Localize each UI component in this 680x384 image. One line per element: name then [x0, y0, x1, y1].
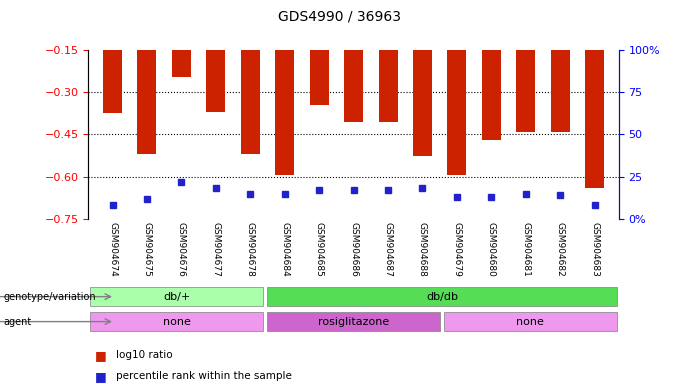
Bar [482, 8, 501, 140]
Bar [344, 8, 363, 122]
Bar [447, 8, 466, 175]
Text: GSM904677: GSM904677 [211, 222, 220, 277]
Bar [267, 287, 617, 306]
Bar [275, 8, 294, 175]
Text: GSM904682: GSM904682 [556, 222, 565, 277]
Bar [90, 312, 263, 331]
Text: GSM904685: GSM904685 [315, 222, 324, 277]
Text: db/+: db/+ [163, 291, 190, 302]
Bar [206, 8, 225, 112]
Text: ■: ■ [95, 370, 107, 383]
Bar [90, 287, 263, 306]
Text: genotype/variation: genotype/variation [3, 291, 96, 302]
Bar [413, 8, 432, 156]
Text: GSM904675: GSM904675 [142, 222, 152, 277]
Bar [444, 312, 617, 331]
Text: GSM904680: GSM904680 [487, 222, 496, 277]
Text: log10 ratio: log10 ratio [116, 350, 172, 360]
Text: GSM904678: GSM904678 [245, 222, 255, 277]
Text: GSM904674: GSM904674 [108, 222, 117, 277]
Bar [585, 8, 604, 188]
Bar [551, 8, 570, 132]
Text: none: none [517, 316, 544, 327]
Text: GSM904688: GSM904688 [418, 222, 427, 277]
Text: GSM904681: GSM904681 [522, 222, 530, 277]
Text: GSM904687: GSM904687 [384, 222, 392, 277]
Bar [241, 8, 260, 154]
Bar [309, 8, 328, 105]
Bar [137, 8, 156, 154]
Bar [379, 8, 398, 122]
Bar [172, 8, 191, 77]
Text: GDS4990 / 36963: GDS4990 / 36963 [279, 10, 401, 23]
Text: rosiglitazone: rosiglitazone [318, 316, 389, 327]
Text: GSM904683: GSM904683 [590, 222, 599, 277]
Bar [103, 8, 122, 113]
Bar [267, 312, 440, 331]
Text: GSM904684: GSM904684 [280, 222, 289, 277]
Text: GSM904676: GSM904676 [177, 222, 186, 277]
Text: GSM904679: GSM904679 [452, 222, 462, 277]
Text: ■: ■ [95, 349, 107, 362]
Text: db/db: db/db [426, 291, 458, 302]
Bar [516, 8, 535, 132]
Text: none: none [163, 316, 190, 327]
Text: percentile rank within the sample: percentile rank within the sample [116, 371, 292, 381]
Text: agent: agent [3, 316, 32, 327]
Text: GSM904686: GSM904686 [349, 222, 358, 277]
